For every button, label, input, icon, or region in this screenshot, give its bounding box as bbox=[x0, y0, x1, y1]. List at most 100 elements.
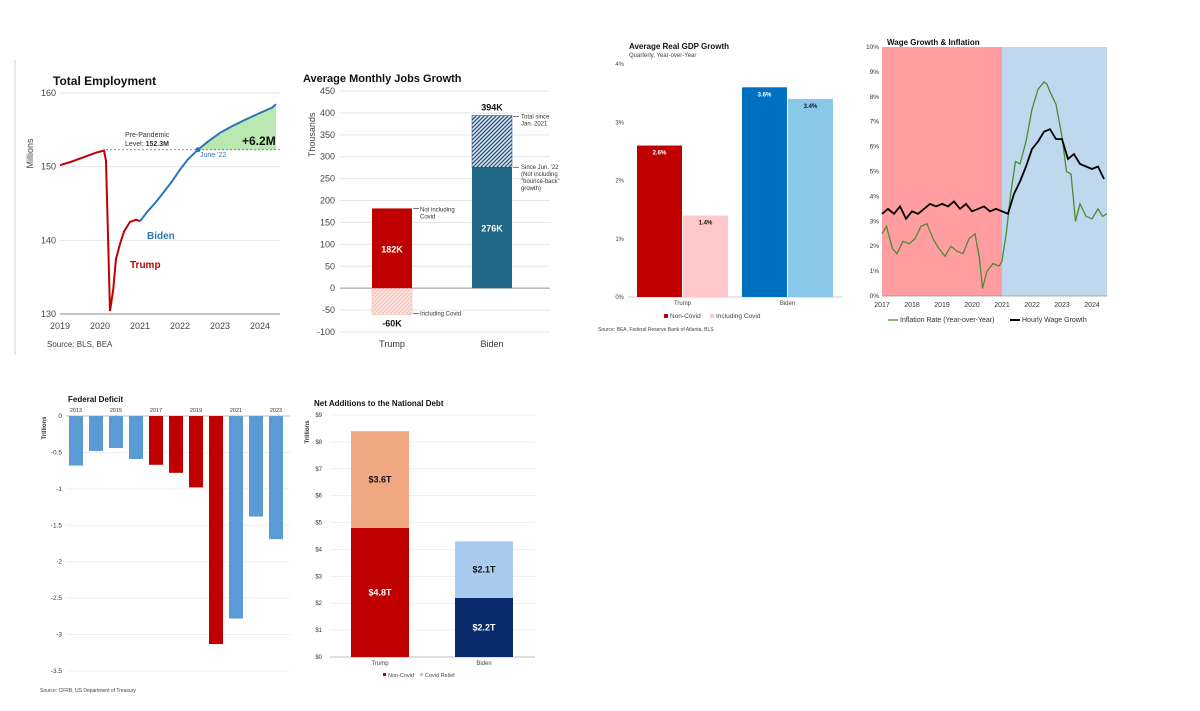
y-tick-label: 0 bbox=[58, 413, 62, 420]
y-tick-label: 5% bbox=[870, 169, 880, 176]
y-tick-label: 6% bbox=[870, 144, 880, 151]
annotation-label: "bounce-back" bbox=[521, 179, 560, 185]
annotation-label: Since Jun. '22 bbox=[521, 165, 559, 171]
y-axis-label: Millions bbox=[25, 138, 35, 169]
source-note: Source: BEA, Federal Reserve Bank of Atl… bbox=[598, 327, 714, 333]
series-line-trump bbox=[59, 149, 141, 312]
legend-label: Including Covid bbox=[716, 313, 761, 320]
x-tick-label: 2022 bbox=[170, 321, 190, 331]
chart-subtitle: Quarterly, Year-over-Year bbox=[629, 53, 696, 59]
bar-biden-non-covid bbox=[455, 597, 513, 657]
y-tick-label: -2.5 bbox=[51, 595, 63, 602]
chart-title: Average Monthly Jobs Growth bbox=[303, 73, 462, 85]
federal-deficit-chart: Federal Deficit Trillions 0 -0.5 -1 -1.5 -2 -2.… bbox=[40, 395, 290, 694]
legend-swatch bbox=[710, 314, 714, 318]
y-tick-label: -1.5 bbox=[51, 522, 63, 529]
june22-marker bbox=[195, 147, 201, 153]
bar-trump-covid-relief bbox=[351, 431, 409, 528]
annotation-label: Covid bbox=[420, 214, 435, 220]
y-tick-label: 300 bbox=[320, 152, 335, 162]
bar-trump-including-covid bbox=[371, 287, 413, 315]
x-tick-label: 2024 bbox=[1084, 302, 1100, 309]
annotation-label: growth) bbox=[521, 186, 541, 192]
chart-title: Average Real GDP Growth bbox=[629, 42, 729, 51]
bar-deficit-2013 bbox=[69, 416, 83, 466]
y-tick-label: $0 bbox=[315, 655, 322, 661]
y-tick-label: -3.5 bbox=[51, 668, 63, 675]
bar-trump-non-covid bbox=[351, 527, 409, 657]
y-tick-label: -50 bbox=[322, 305, 335, 315]
x-tick-label: 2022 bbox=[1024, 302, 1040, 309]
data-label: $3.6T bbox=[368, 475, 392, 485]
annotation-label: Not including bbox=[420, 207, 455, 213]
bar-deficit-2021 bbox=[229, 416, 243, 619]
bar-biden-covid-relief bbox=[455, 541, 513, 598]
data-label: $2.1T bbox=[472, 565, 496, 575]
source-note: Source: BLS, BEA bbox=[47, 340, 113, 349]
y-tick-label: 250 bbox=[320, 174, 335, 184]
gdp-growth-chart: Average Real GDP Growth Quarterly, Year-o… bbox=[598, 42, 842, 333]
chart-title: Federal Deficit bbox=[68, 395, 123, 404]
chart-title: Wage Growth & Inflation bbox=[887, 38, 980, 47]
y-tick-label: $6 bbox=[315, 494, 322, 500]
x-tick-label: 2013 bbox=[70, 408, 82, 414]
data-label: 276K bbox=[481, 224, 503, 234]
legend-swatch bbox=[383, 673, 386, 676]
y-tick-label: -100 bbox=[317, 327, 335, 337]
june22-label: June '22 bbox=[200, 152, 226, 159]
bar-biden-since-june22 bbox=[472, 167, 512, 289]
x-tick-label: 2021 bbox=[130, 321, 150, 331]
bar-biden-including-covid bbox=[788, 98, 833, 297]
data-label: -60K bbox=[382, 318, 402, 328]
trump-label: Trump bbox=[130, 260, 161, 271]
x-tick-label: 2019 bbox=[934, 302, 950, 309]
series-line-inflation bbox=[881, 80, 1108, 289]
data-label: 394K bbox=[481, 103, 503, 113]
legend-swatch bbox=[420, 673, 423, 676]
x-tick-label: 2021 bbox=[230, 408, 242, 414]
x-tick-label: 2023 bbox=[270, 408, 282, 414]
legend-label: Non-Covid bbox=[670, 313, 701, 320]
annotation-label: Jan. 2021 bbox=[521, 121, 548, 127]
x-tick-label: Biden bbox=[780, 301, 795, 307]
y-tick-label: 150 bbox=[41, 162, 56, 172]
y-tick-label: 350 bbox=[320, 130, 335, 140]
y-tick-label: $7 bbox=[315, 467, 322, 473]
y-axis-label: Trillions bbox=[42, 416, 48, 440]
national-debt-chart: Net Additions to the National Debt Trilli… bbox=[305, 399, 535, 679]
annotation-label: Including Covid bbox=[420, 312, 461, 318]
chart-title: Net Additions to the National Debt bbox=[314, 399, 444, 408]
legend-label: Covid Relief bbox=[425, 673, 455, 679]
x-tick-label: Trump bbox=[674, 301, 692, 307]
total-employment-chart: Total Employment Millions 130 140 150 160 2019… bbox=[14, 60, 280, 355]
x-tick-label: 2018 bbox=[904, 302, 920, 309]
y-tick-label: 10% bbox=[866, 44, 879, 51]
y-tick-label: 400 bbox=[320, 108, 335, 118]
y-tick-label: 4% bbox=[615, 62, 624, 68]
bar-deficit-2023 bbox=[269, 416, 283, 540]
y-tick-label: 0 bbox=[330, 283, 335, 293]
monthly-jobs-chart: Average Monthly Jobs Growth Thousands -100… bbox=[303, 73, 560, 349]
y-tick-label: 2% bbox=[615, 179, 624, 185]
gain-label: +6.2M bbox=[242, 134, 276, 148]
x-tick-label: 2020 bbox=[964, 302, 980, 309]
prepandemic-label: Pre-Pandemic bbox=[125, 132, 170, 139]
source-note: Source: CFRB, US Department of Treasury bbox=[40, 688, 136, 694]
y-tick-label: 3% bbox=[615, 120, 624, 126]
legend-label: Hourly Wage Growth bbox=[1022, 317, 1087, 324]
bar-deficit-2017 bbox=[149, 416, 163, 465]
y-tick-label: $4 bbox=[315, 547, 322, 553]
bar-biden-total-since-jan21 bbox=[471, 115, 513, 168]
x-tick-label: Trump bbox=[379, 339, 405, 349]
chart-title: Total Employment bbox=[53, 74, 156, 88]
series-line-wage bbox=[881, 128, 1105, 221]
prepandemic-level-label: Level: 152.3M bbox=[125, 141, 169, 148]
y-tick-label: 3% bbox=[870, 218, 880, 225]
y-tick-label: 100 bbox=[320, 239, 335, 249]
y-tick-label: 150 bbox=[320, 217, 335, 227]
data-label: 3.4% bbox=[804, 104, 818, 110]
x-tick-label: 2021 bbox=[994, 302, 1010, 309]
legend-swatch bbox=[664, 314, 668, 318]
y-tick-label: -3 bbox=[56, 632, 62, 639]
x-tick-label: 2019 bbox=[50, 321, 70, 331]
